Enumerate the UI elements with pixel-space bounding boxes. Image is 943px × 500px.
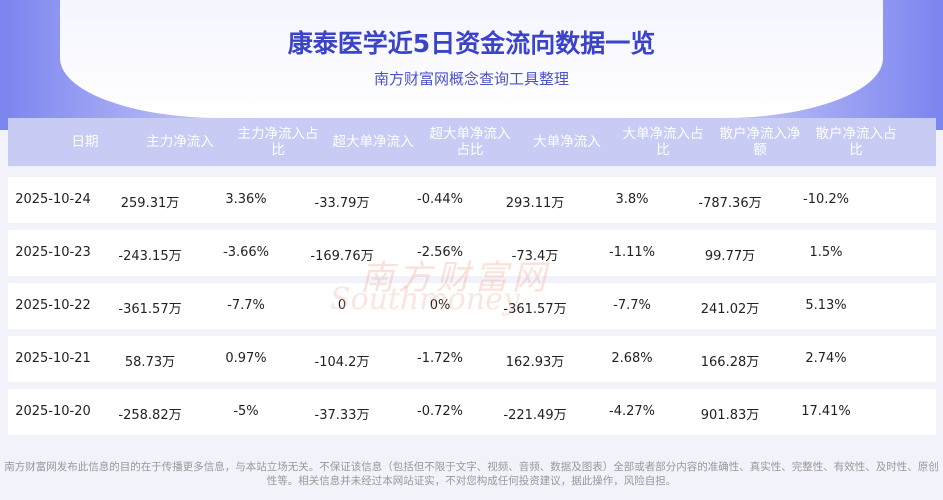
table-row bbox=[8, 230, 936, 276]
watermark: Southmoney bbox=[330, 282, 520, 317]
table-cell: 1.5% bbox=[809, 245, 843, 260]
header-panel bbox=[60, 0, 883, 118]
table-cell: 2025-10-20 bbox=[15, 404, 91, 419]
table-cell: 2.74% bbox=[805, 351, 847, 366]
column-header: 主力净流入占比 bbox=[237, 126, 319, 158]
table-cell: 3.36% bbox=[225, 192, 267, 207]
column-header: 散户净流入净额 bbox=[719, 126, 801, 158]
table-cell: 293.11万 bbox=[505, 196, 565, 211]
table-cell: -1.11% bbox=[609, 245, 655, 260]
table-cell: -243.15万 bbox=[118, 249, 182, 264]
table-cell: -0.44% bbox=[417, 192, 463, 207]
table-cell: -221.49万 bbox=[503, 408, 567, 423]
table-row bbox=[8, 177, 936, 223]
table-cell: 162.93万 bbox=[505, 355, 565, 370]
table-cell: 166.28万 bbox=[700, 355, 760, 370]
table-cell: -1.72% bbox=[417, 351, 463, 366]
table-cell: 901.83万 bbox=[700, 408, 760, 423]
table-row bbox=[8, 336, 936, 382]
table-cell: -7.7% bbox=[227, 298, 265, 313]
table-cell: -7.7% bbox=[613, 298, 651, 313]
column-header: 散户净流入占比 bbox=[815, 126, 897, 158]
table-cell: -3.66% bbox=[223, 245, 269, 260]
table-cell: 2025-10-22 bbox=[15, 298, 91, 313]
column-header: 主力净流入 bbox=[146, 134, 214, 150]
table-cell: 259.31万 bbox=[120, 196, 180, 211]
table-cell: 241.02万 bbox=[700, 302, 760, 317]
table-cell: -169.76万 bbox=[310, 249, 374, 264]
watermark: 南方财富网 bbox=[360, 258, 550, 298]
table-cell: -361.57万 bbox=[503, 302, 567, 317]
table-cell: 58.73万 bbox=[124, 355, 176, 370]
table-cell: 2025-10-21 bbox=[15, 351, 91, 366]
disclaimer: 南方财富网发布此信息的目的在于传播更多信息，与本站立场无关。不保证该信息（包括但… bbox=[4, 461, 939, 487]
table-cell: -2.56% bbox=[417, 245, 463, 260]
table-cell: -787.36万 bbox=[698, 196, 762, 211]
table-cell: 2025-10-24 bbox=[15, 192, 91, 207]
table-cell: -5% bbox=[233, 404, 259, 419]
table-cell: -0.72% bbox=[417, 404, 463, 419]
column-header: 日期 bbox=[71, 134, 99, 150]
table-cell: 17.41% bbox=[801, 404, 851, 419]
table-cell: -33.79万 bbox=[314, 196, 370, 211]
table-cell: 0.97% bbox=[225, 351, 267, 366]
table-cell: 5.13% bbox=[805, 298, 847, 313]
subtitle: 南方财富网概念查询工具整理 bbox=[373, 70, 569, 88]
table-cell: -73.4万 bbox=[511, 249, 559, 264]
table-cell: -361.57万 bbox=[118, 302, 182, 317]
column-header: 超大单净流入 bbox=[332, 134, 414, 150]
title: 康泰医学近5日资金流向数据一览 bbox=[287, 29, 656, 58]
table-cell: -4.27% bbox=[609, 404, 655, 419]
table-cell: -37.33万 bbox=[314, 408, 370, 423]
table-row bbox=[8, 283, 936, 329]
table-cell: 2025-10-23 bbox=[15, 245, 91, 260]
table-header bbox=[8, 118, 936, 166]
column-header: 超大单净流入占比 bbox=[429, 126, 511, 158]
table-cell: 0 bbox=[337, 298, 347, 313]
table-cell: 2.68% bbox=[611, 351, 653, 366]
table-cell: -258.82万 bbox=[118, 408, 182, 423]
table-cell: 99.77万 bbox=[704, 249, 756, 264]
table-cell: -104.2万 bbox=[314, 355, 370, 370]
table-cell: 0% bbox=[429, 298, 451, 313]
table-cell: 3.8% bbox=[615, 192, 649, 207]
column-header: 大单净流入 bbox=[533, 134, 601, 150]
table-cell: -10.2% bbox=[803, 192, 849, 207]
table-row bbox=[8, 389, 936, 435]
column-header: 大单净流入占比 bbox=[622, 126, 704, 158]
